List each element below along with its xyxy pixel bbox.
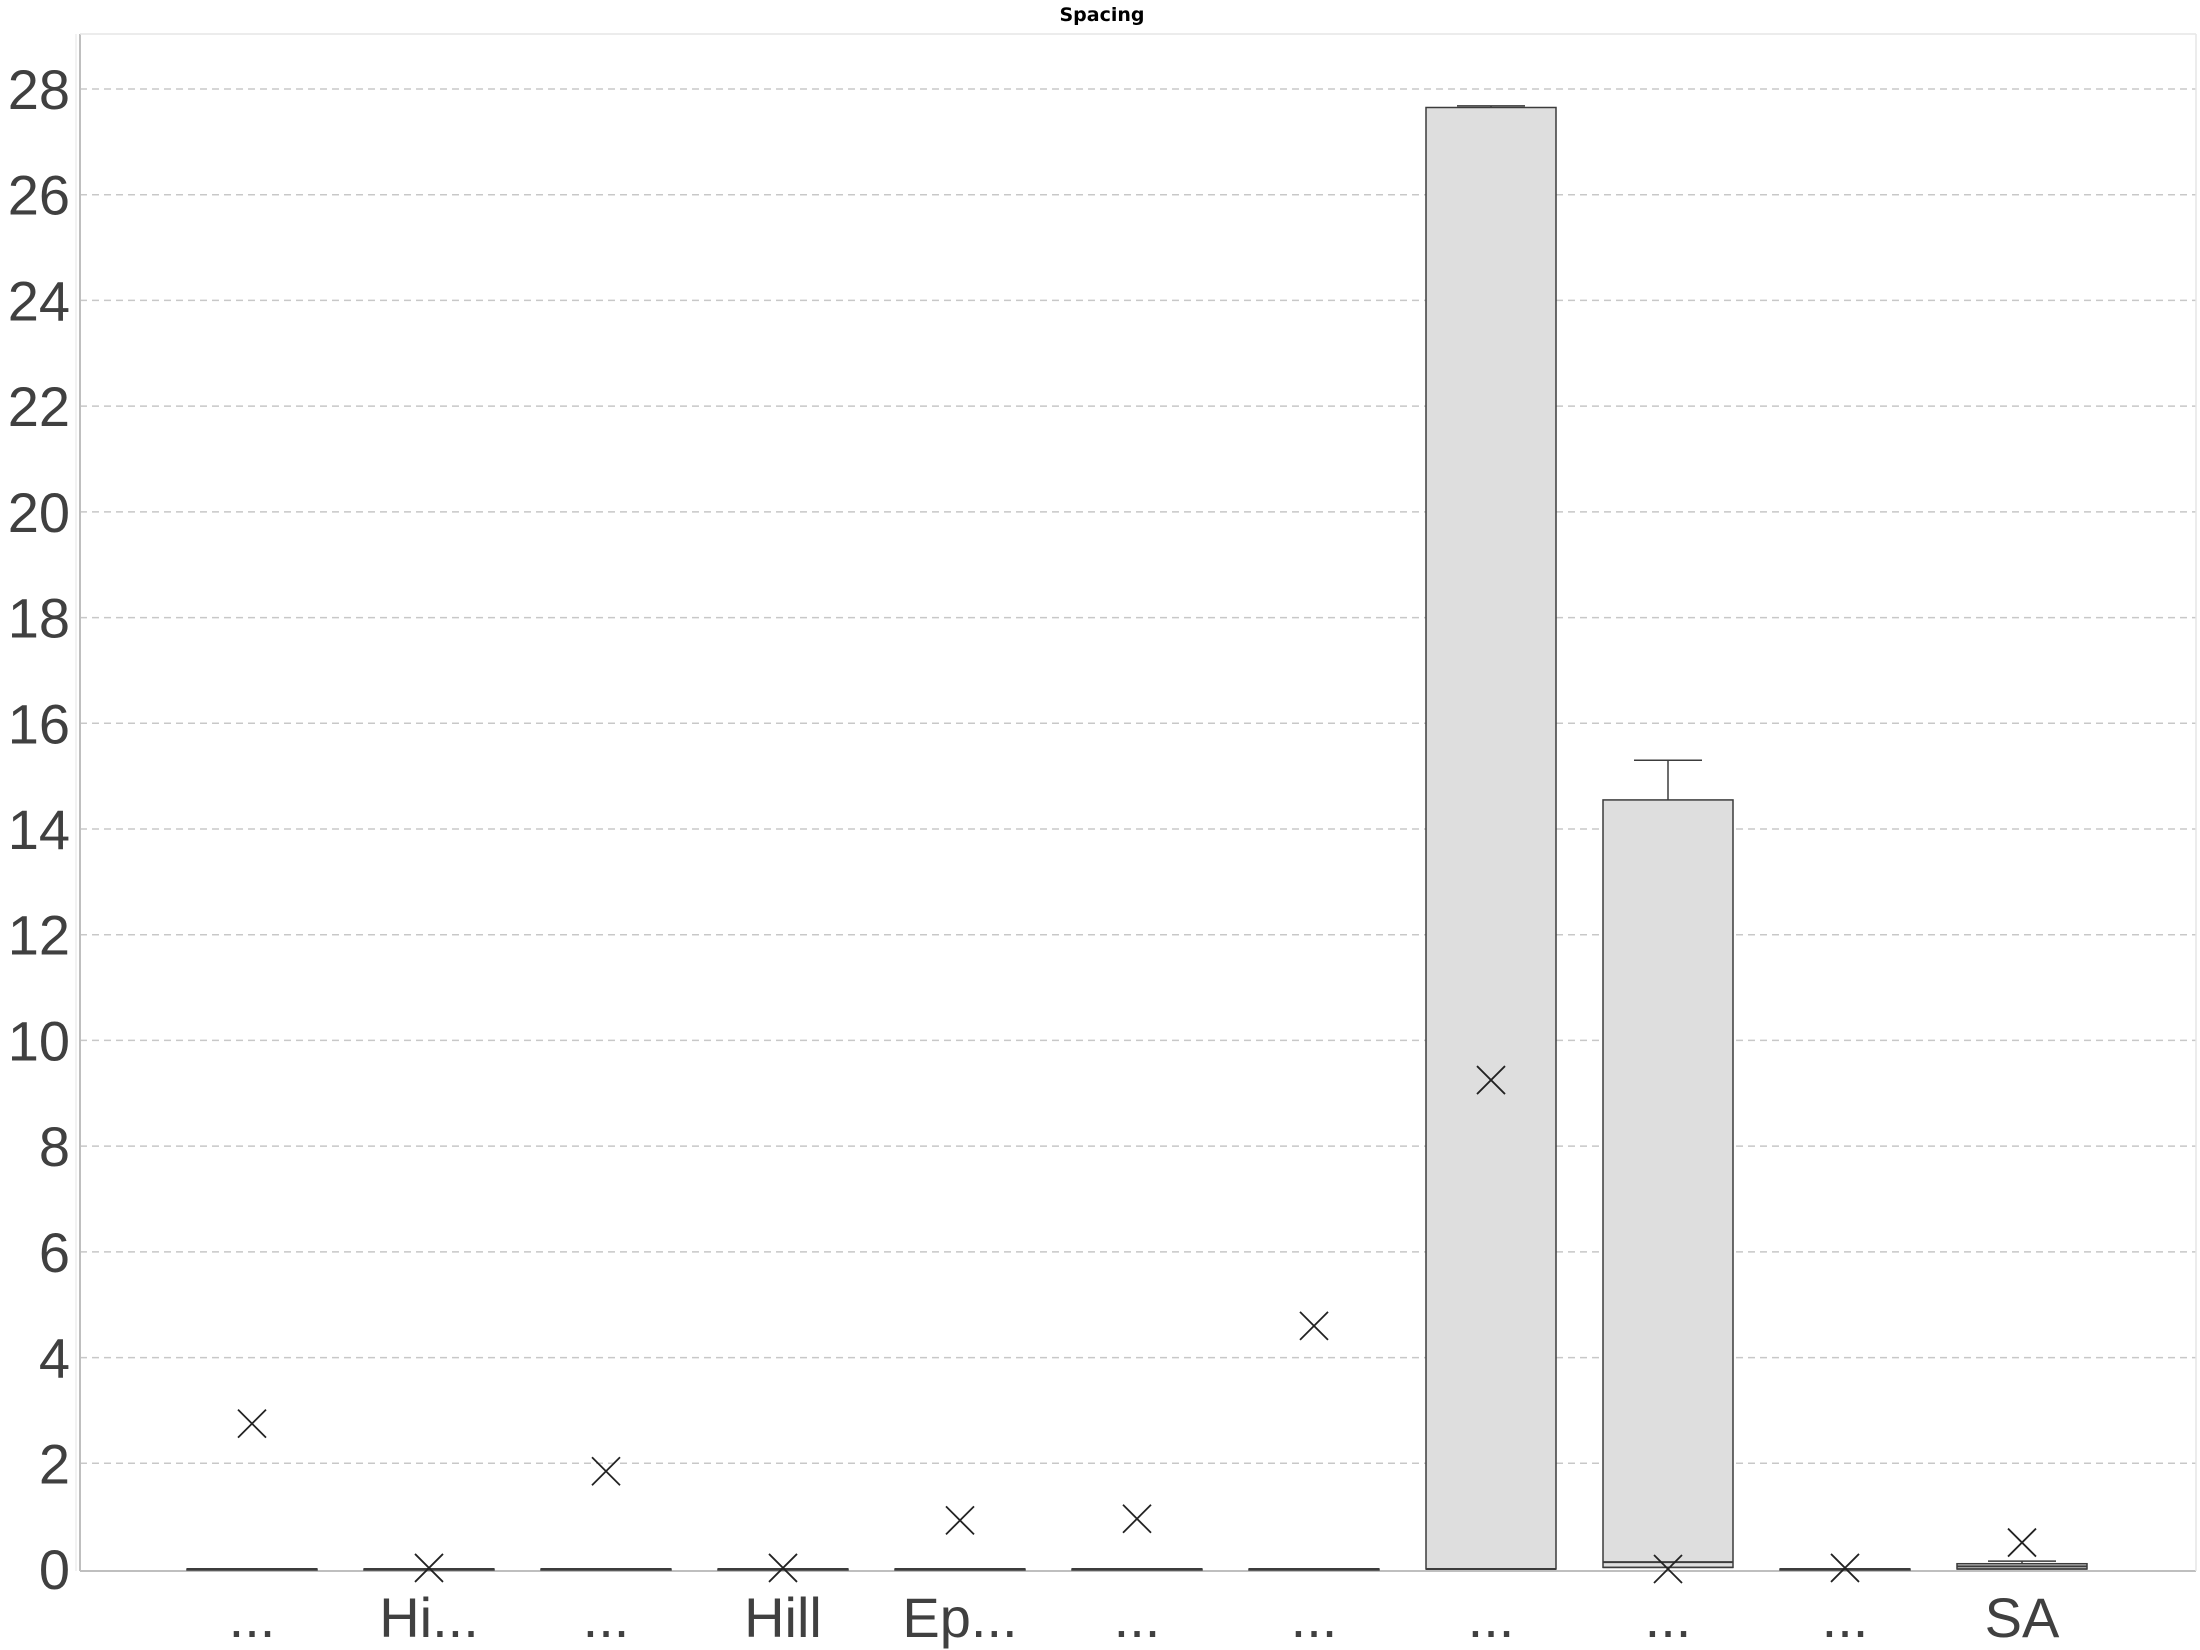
plot-frame: [75, 33, 2197, 1572]
y-tick-label: 14: [8, 798, 70, 861]
y-tick-label: 20: [8, 481, 70, 544]
y-tick-label: 28: [8, 58, 70, 121]
mean-marker: [2007, 1527, 2037, 1558]
mean-marker-stroke-b: [414, 1553, 444, 1583]
box-body: [1602, 799, 1734, 1569]
box-10: [1779, 1553, 1911, 1583]
y-tick-label: 2: [39, 1432, 70, 1495]
mean-marker-stroke-b: [1653, 1554, 1683, 1584]
box-1: [186, 1409, 318, 1571]
y-tick-label: 8: [39, 1115, 70, 1178]
y-tick-label: 22: [8, 375, 70, 438]
mean-marker: [414, 1553, 444, 1583]
grid-lines: [80, 88, 2196, 1465]
x-tick-label: ...: [1291, 1586, 1338, 1649]
mean-marker: [1122, 1504, 1152, 1534]
mean-marker: [237, 1409, 267, 1439]
mean-marker-stroke-b: [768, 1553, 798, 1583]
x-tick-label: SA: [1985, 1586, 2060, 1649]
x-tick-label: ...: [583, 1586, 630, 1649]
box-7: [1248, 1311, 1380, 1571]
x-tick-label: ...: [1114, 1586, 1161, 1649]
y-tick-label: 12: [8, 904, 70, 967]
box-5: [894, 1505, 1026, 1571]
mean-marker-stroke-b: [237, 1409, 267, 1439]
x-tick-labels: ... Hi...... Hill Ep.................. SA: [229, 1586, 2060, 1649]
x-tick-label: ...: [1468, 1586, 1515, 1649]
box-4: [717, 1553, 849, 1583]
y-tick-label: 0: [39, 1538, 70, 1601]
mean-marker: [945, 1505, 975, 1536]
mean-marker-stroke-b: [1476, 1065, 1506, 1095]
mean-marker-stroke-b: [591, 1456, 621, 1486]
box-11: [1956, 1527, 2088, 1570]
x-tick-label: Ep...: [902, 1586, 1017, 1649]
box-body: [1425, 106, 1557, 1570]
box-8: [1425, 105, 1557, 1570]
x-tick-label: ...: [1822, 1586, 1869, 1649]
y-tick-label: 26: [8, 164, 70, 227]
y-tick-label: 16: [8, 692, 70, 755]
box-9: [1602, 759, 1734, 1584]
box-2: [363, 1553, 495, 1583]
box-series: [186, 105, 2088, 1584]
mean-marker-stroke-b: [1299, 1311, 1329, 1341]
mean-marker: [1830, 1553, 1860, 1583]
y-tick-label: 6: [39, 1221, 70, 1284]
chart-title: Spacing: [1059, 4, 1144, 26]
mean-marker: [1299, 1311, 1329, 1341]
mean-marker-stroke-b: [1122, 1504, 1152, 1534]
x-tick-label: Hi...: [379, 1586, 479, 1649]
y-tick-label: 18: [8, 587, 70, 650]
x-tick-label: Hill: [744, 1586, 822, 1649]
y-tick-label: 10: [8, 1009, 70, 1072]
mean-marker: [1476, 1065, 1506, 1095]
mean-marker: [768, 1553, 798, 1583]
x-tick-label: ...: [229, 1586, 276, 1649]
mean-marker-stroke-b: [945, 1505, 975, 1536]
box-3: [540, 1456, 672, 1571]
y-tick-label: 24: [8, 269, 70, 332]
mean-marker-stroke-b: [1830, 1553, 1860, 1583]
mean-marker-stroke-b: [2007, 1527, 2037, 1558]
box-6: [1071, 1504, 1203, 1571]
x-tick-label: ...: [1645, 1586, 1692, 1649]
y-tick-label: 4: [39, 1327, 70, 1390]
mean-marker: [591, 1456, 621, 1486]
mean-marker: [1653, 1554, 1683, 1584]
